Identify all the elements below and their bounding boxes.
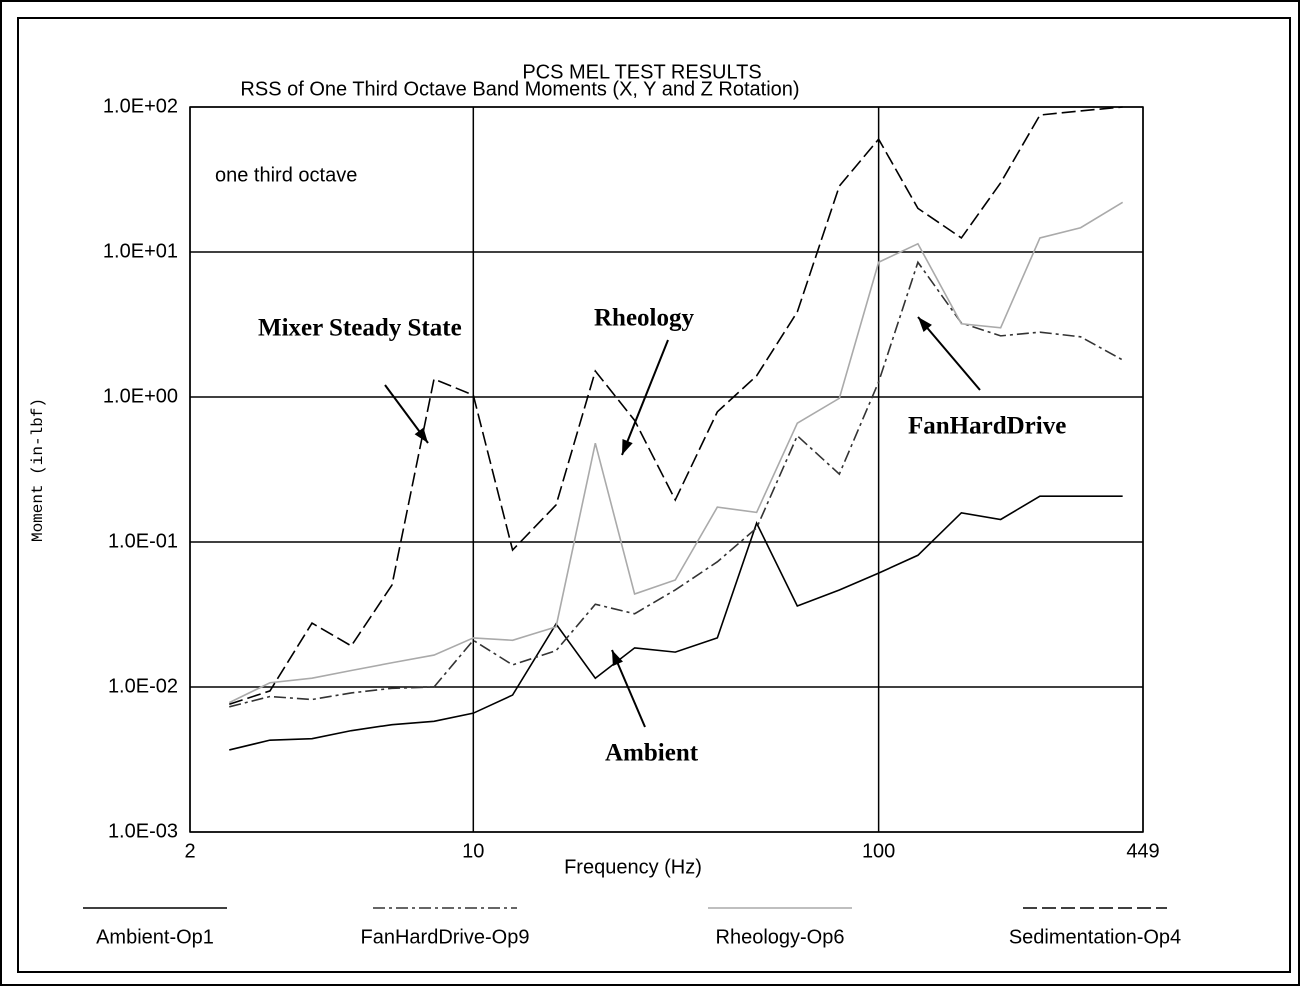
x-tick-label: 10 xyxy=(462,840,484,862)
chart-subtitle: RSS of One Third Octave Band Moments (X,… xyxy=(240,78,799,100)
legend-label: Sedimentation-Op4 xyxy=(1009,926,1181,948)
series-line xyxy=(229,260,1124,708)
annotation: Mixer Steady State xyxy=(258,315,462,342)
y-axis-label: Moment (in-lbf) xyxy=(29,398,47,542)
y-tick-label: 1.0E-01 xyxy=(108,530,178,552)
y-tick-label: 1.0E+00 xyxy=(103,385,178,407)
y-tick-label: 1.0E+01 xyxy=(103,240,178,262)
arrow-head xyxy=(414,427,428,443)
arrow-shaft xyxy=(621,339,669,456)
series-line xyxy=(228,201,1124,704)
x-axis-label: Frequency (Hz) xyxy=(564,856,702,878)
legend-label: Ambient-Op1 xyxy=(96,926,214,948)
y-tick-label: 1.0E-02 xyxy=(108,675,178,697)
y-tick-label: 1.0E-03 xyxy=(108,820,178,842)
arrow-head xyxy=(918,317,932,333)
arrow-shaft xyxy=(917,316,981,391)
x-tick-label: 2 xyxy=(184,840,195,862)
series-line xyxy=(229,106,1123,706)
legend-label: FanHardDrive-Op9 xyxy=(361,926,530,948)
arrow-head xyxy=(612,650,623,666)
annotation: FanHardDrive xyxy=(908,413,1066,440)
annotation: Ambient xyxy=(605,740,699,767)
y-tick-label: 1.0E+02 xyxy=(103,95,178,117)
series-line xyxy=(229,495,1123,751)
x-tick-label: 449 xyxy=(1126,840,1159,862)
x-tick-label: 100 xyxy=(862,840,895,862)
inner-frame xyxy=(17,17,1291,973)
arrow-head xyxy=(622,439,633,455)
plot-frame xyxy=(189,106,1144,833)
chart-title: PCS MEL TEST RESULTS xyxy=(522,61,761,83)
annotation: Rheology xyxy=(594,305,695,332)
legend-label: Rheology-Op6 xyxy=(716,926,845,948)
annotation: one third octave xyxy=(215,164,357,186)
